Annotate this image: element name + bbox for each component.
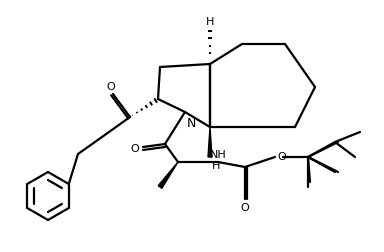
Text: N: N [187, 116, 196, 130]
Text: O: O [241, 202, 249, 212]
Text: NH: NH [210, 149, 227, 159]
Polygon shape [158, 162, 178, 188]
Text: O: O [130, 143, 139, 153]
Text: H: H [212, 160, 220, 170]
Text: O: O [107, 82, 115, 92]
Polygon shape [208, 128, 212, 158]
Text: H: H [206, 17, 214, 27]
Text: O: O [277, 151, 286, 161]
